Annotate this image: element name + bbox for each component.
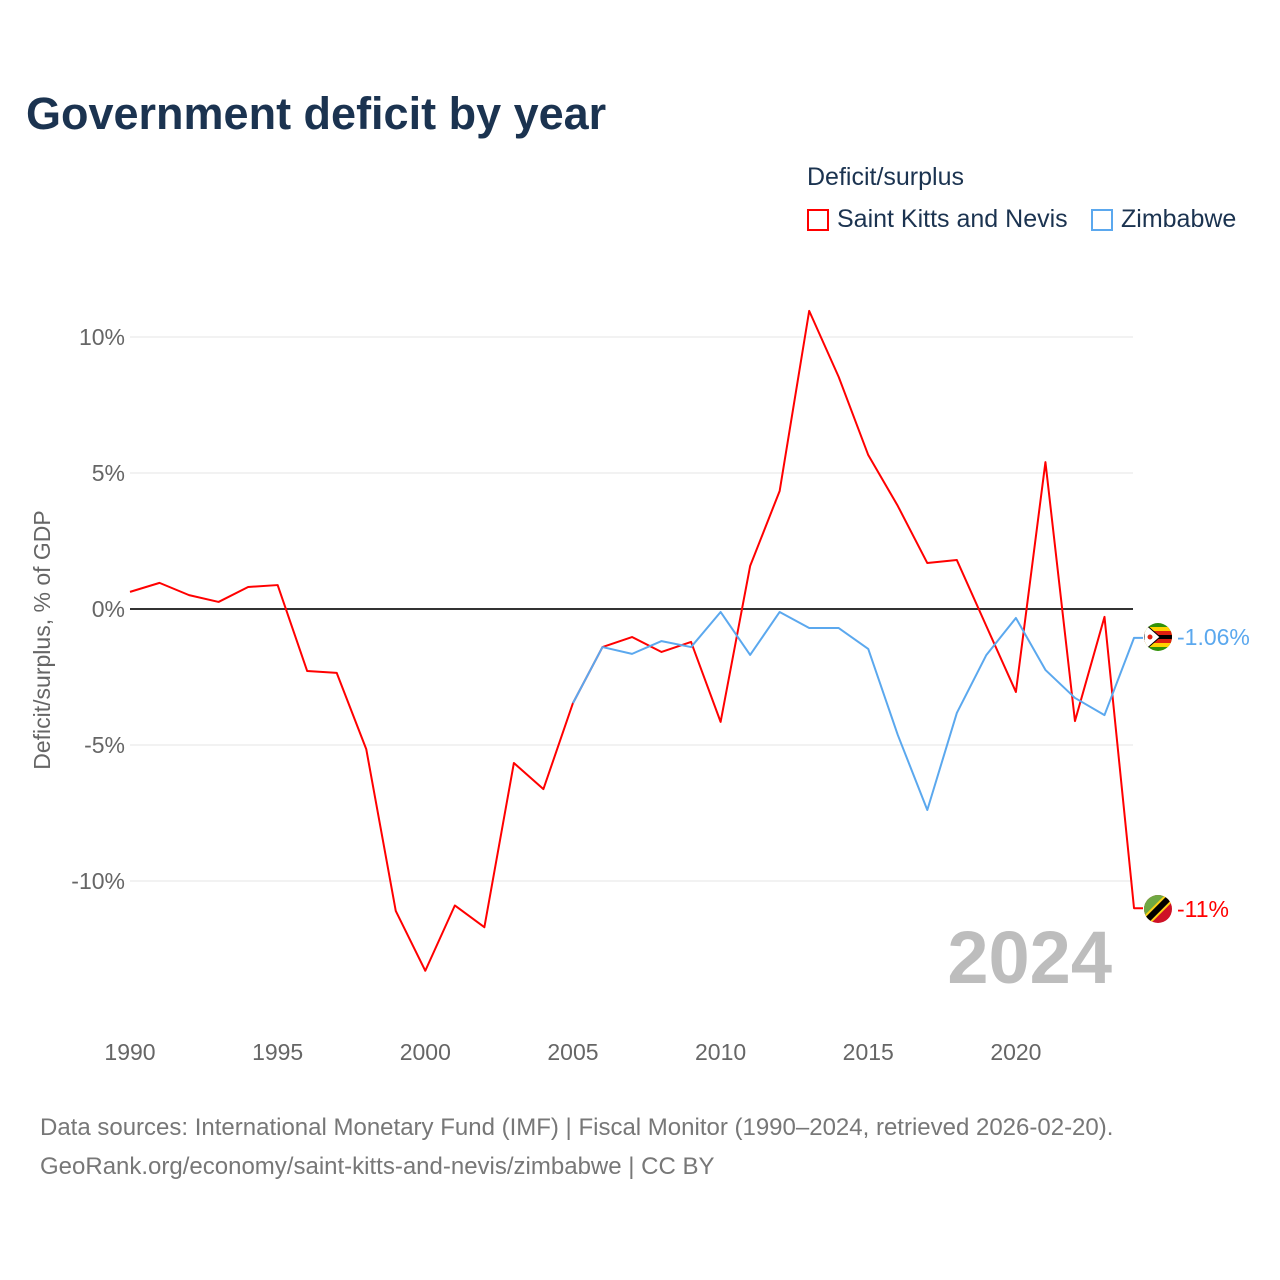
legend-label: Zimbabwe — [1121, 205, 1237, 233]
legend-swatch-blue — [1091, 208, 1113, 231]
x-tick-label: 2005 — [547, 1039, 598, 1065]
x-tick-label: 2020 — [990, 1039, 1041, 1065]
y-tick-label: -10% — [71, 868, 125, 894]
y-tick-label: 0% — [92, 596, 125, 622]
saint-kitts-flag-icon — [1144, 895, 1172, 923]
x-tick-label: 2000 — [400, 1039, 451, 1065]
y-tick-label: 5% — [92, 460, 125, 486]
legend-title: Deficit/surplus — [807, 163, 964, 191]
y-tick-label: 10% — [79, 324, 125, 350]
x-tick-label: 2015 — [843, 1039, 894, 1065]
source-line-2[interactable]: GeoRank.org/economy/saint-kitts-and-nevi… — [40, 1153, 715, 1180]
legend-item-zimbabwe[interactable]: Zimbabwe — [1091, 205, 1236, 234]
end-value-label: -11% — [1177, 896, 1229, 922]
chart-title: Government deficit by year — [26, 88, 607, 139]
legend-item-saint-kitts[interactable]: Saint Kitts and Nevis — [807, 205, 1068, 234]
end-value-label: -1.06% — [1177, 624, 1250, 650]
series-line-saint-kitts-and-nevis — [129, 309, 1143, 972]
year-watermark: 2024 — [947, 916, 1112, 999]
legend-swatch-red — [807, 208, 829, 231]
x-tick-label: 1990 — [104, 1039, 155, 1065]
y-tick-label: -5% — [84, 732, 125, 758]
source-note: Data sources: International Monetary Fun… — [40, 1108, 1113, 1186]
x-tick-label: 1995 — [252, 1039, 303, 1065]
x-tick-label: 2010 — [695, 1039, 746, 1065]
source-line-1: Data sources: International Monetary Fun… — [40, 1114, 1114, 1141]
legend-label: Saint Kitts and Nevis — [837, 205, 1068, 233]
y-axis-label: Deficit/surplus, % of GDP — [29, 510, 55, 769]
series-line-zimbabwe — [572, 610, 1143, 812]
zimbabwe-flag-icon — [1144, 623, 1172, 651]
